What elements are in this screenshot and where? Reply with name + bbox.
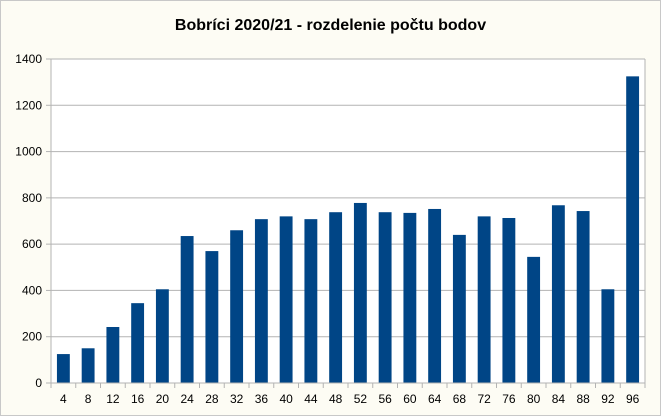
x-tick-label: 4 (60, 392, 67, 406)
bar (428, 208, 442, 383)
x-tick-label: 96 (626, 392, 640, 406)
bar (576, 211, 590, 383)
x-tick-label: 48 (329, 392, 343, 406)
bar (81, 348, 95, 383)
y-tick-label: 0 (35, 376, 42, 390)
x-tick-label: 88 (576, 392, 590, 406)
bar (353, 202, 367, 383)
bar (131, 303, 145, 383)
y-tick-label: 800 (22, 191, 42, 205)
bar (601, 289, 615, 383)
bar (56, 354, 70, 383)
chart-title: Bobríci 2020/21 - rozdelenie počtu bodov (174, 17, 487, 34)
y-tick-label: 200 (22, 330, 42, 344)
bar (502, 217, 516, 383)
bar (452, 234, 466, 383)
bar (279, 216, 293, 383)
x-tick-label: 72 (477, 392, 491, 406)
x-tick-label: 16 (131, 392, 145, 406)
x-tick-label: 32 (230, 392, 244, 406)
x-tick-label: 56 (378, 392, 392, 406)
x-tick-label: 92 (601, 392, 615, 406)
bar (551, 205, 565, 383)
x-tick-label: 44 (304, 392, 318, 406)
bar (477, 216, 491, 383)
x-tick-label: 60 (403, 392, 417, 406)
bar (180, 236, 194, 383)
bar (230, 230, 244, 383)
y-tick-label: 1400 (15, 52, 42, 66)
x-tick-label: 80 (527, 392, 541, 406)
x-tick-label: 20 (156, 392, 170, 406)
bar (329, 212, 343, 383)
y-tick-label: 600 (22, 237, 42, 251)
bar (205, 251, 219, 383)
x-tick-label: 76 (502, 392, 516, 406)
bar (304, 219, 318, 383)
bar (106, 326, 120, 383)
x-tick-label: 64 (428, 392, 442, 406)
bar (527, 256, 541, 383)
x-tick-label: 52 (354, 392, 368, 406)
x-tick-label: 8 (85, 392, 92, 406)
bar (626, 76, 640, 383)
x-tick-label: 12 (106, 392, 120, 406)
bar (155, 289, 169, 383)
bar (378, 212, 392, 383)
bar (254, 219, 268, 383)
plot-area (51, 59, 645, 383)
y-tick-label: 1200 (15, 98, 42, 112)
bar (403, 212, 417, 383)
x-tick-label: 36 (255, 392, 269, 406)
y-tick-label: 400 (22, 283, 42, 297)
x-tick-label: 28 (205, 392, 219, 406)
x-tick-label: 68 (453, 392, 467, 406)
y-tick-label: 1000 (15, 145, 42, 159)
x-tick-label: 24 (180, 392, 194, 406)
x-tick-label: 84 (552, 392, 566, 406)
x-tick-label: 40 (279, 392, 293, 406)
